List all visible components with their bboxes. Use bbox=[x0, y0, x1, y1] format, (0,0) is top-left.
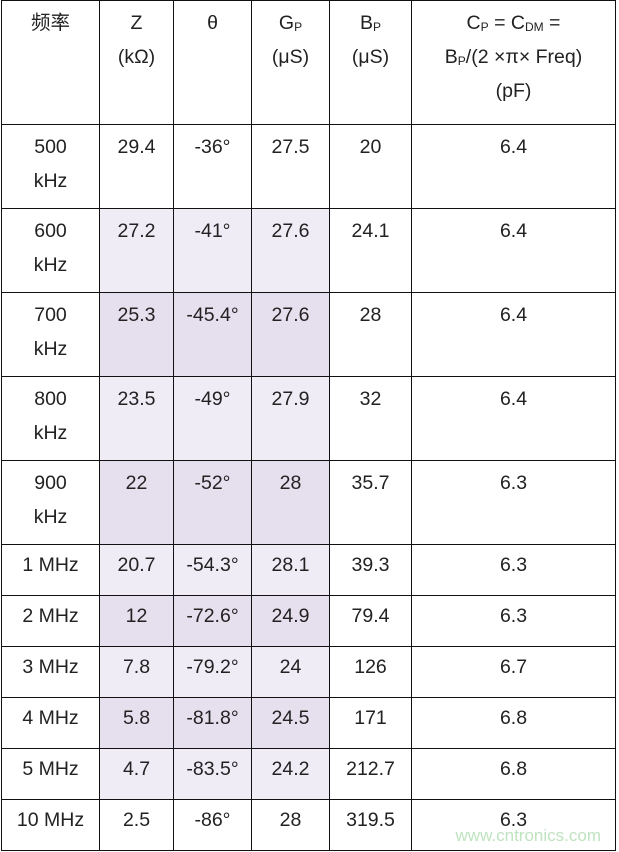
header-gp: GP (μS) bbox=[251, 0, 330, 125]
cell-cp: 6.4 bbox=[411, 208, 616, 293]
cell-z: 5.8 bbox=[99, 697, 174, 749]
cell-bp: 20 bbox=[329, 124, 412, 209]
cell-freq: 4 MHz bbox=[1, 697, 100, 749]
cell-gp: 27.6 bbox=[251, 292, 330, 377]
cell-gp: 24.9 bbox=[251, 595, 330, 647]
cell-theta: -81.8° bbox=[173, 697, 252, 749]
header-bp: BP (μS) bbox=[329, 0, 412, 125]
cell-z: 4.7 bbox=[99, 748, 174, 800]
cell-theta: -54.3° bbox=[173, 544, 252, 596]
cell-freq: 2 MHz bbox=[1, 595, 100, 647]
header-freq: 频率 bbox=[1, 0, 100, 125]
header-cp: CP = CDM = BP/(2 ×π× Freq) (pF) bbox=[411, 0, 616, 125]
cell-gp: 27.6 bbox=[251, 208, 330, 293]
cell-gp: 28 bbox=[251, 460, 330, 545]
cell-cp: 6.8 bbox=[411, 697, 616, 749]
cell-bp: 319.5 bbox=[329, 799, 412, 851]
table-row: 4 MHz 5.8 -81.8° 24.5 171 6.8 bbox=[1, 697, 616, 749]
cell-gp: 24.2 bbox=[251, 748, 330, 800]
cell-freq: 800 kHz bbox=[1, 376, 100, 461]
cell-cp: 6.4 bbox=[411, 292, 616, 377]
cell-theta: -83.5° bbox=[173, 748, 252, 800]
cell-cp: 6.8 bbox=[411, 748, 616, 800]
cell-freq: 1 MHz bbox=[1, 544, 100, 596]
cell-theta: -86° bbox=[173, 799, 252, 851]
cell-bp: 126 bbox=[329, 646, 412, 698]
cell-freq: 700 kHz bbox=[1, 292, 100, 377]
table-row: 600 kHz 27.2 -41° 27.6 24.1 6.4 bbox=[1, 208, 616, 293]
cell-gp: 27.9 bbox=[251, 376, 330, 461]
cell-cp: 6.7 bbox=[411, 646, 616, 698]
cell-freq: 3 MHz bbox=[1, 646, 100, 698]
cell-bp: 28 bbox=[329, 292, 412, 377]
cell-freq: 900 kHz bbox=[1, 460, 100, 545]
table-row: 3 MHz 7.8 -79.2° 24 126 6.7 bbox=[1, 646, 616, 698]
cell-bp: 212.7 bbox=[329, 748, 412, 800]
cell-cp: 6.3 bbox=[411, 460, 616, 545]
cell-gp: 28.1 bbox=[251, 544, 330, 596]
table-row: 5 MHz 4.7 -83.5° 24.2 212.7 6.8 bbox=[1, 748, 616, 800]
cell-bp: 39.3 bbox=[329, 544, 412, 596]
cell-z: 27.2 bbox=[99, 208, 174, 293]
table-row: 2 MHz 12 -72.6° 24.9 79.4 6.3 bbox=[1, 595, 616, 647]
cell-freq: 10 MHz bbox=[1, 799, 100, 851]
cell-freq: 5 MHz bbox=[1, 748, 100, 800]
cell-theta: -72.6° bbox=[173, 595, 252, 647]
cell-gp: 27.5 bbox=[251, 124, 330, 209]
cell-cp: 6.3 bbox=[411, 595, 616, 647]
cell-theta: -41° bbox=[173, 208, 252, 293]
cell-z: 20.7 bbox=[99, 544, 174, 596]
cell-z: 22 bbox=[99, 460, 174, 545]
cell-z: 12 bbox=[99, 595, 174, 647]
cell-gp: 24.5 bbox=[251, 697, 330, 749]
table-row: 500 kHz 29.4 -36° 27.5 20 6.4 bbox=[1, 124, 616, 209]
cell-z: 23.5 bbox=[99, 376, 174, 461]
cell-cp: 6.3 bbox=[411, 799, 616, 851]
header-theta: θ bbox=[173, 0, 252, 125]
header-z: Z (kΩ) bbox=[99, 0, 174, 125]
cell-cp: 6.4 bbox=[411, 124, 616, 209]
header-row: 频率 Z (kΩ) θ GP (μS) BP (μS) CP = CDM = BP/(2… bbox=[1, 0, 616, 125]
cell-z: 2.5 bbox=[99, 799, 174, 851]
cell-z: 7.8 bbox=[99, 646, 174, 698]
cell-theta: -36° bbox=[173, 124, 252, 209]
cell-theta: -45.4° bbox=[173, 292, 252, 377]
table-row: 700 kHz 25.3 -45.4° 27.6 28 6.4 bbox=[1, 292, 616, 377]
cell-bp: 24.1 bbox=[329, 208, 412, 293]
cell-theta: -52° bbox=[173, 460, 252, 545]
table-row: 800 kHz 23.5 -49° 27.9 32 6.4 bbox=[1, 376, 616, 461]
watermark: www.cntronics.com bbox=[455, 826, 601, 845]
cell-freq: 600 kHz bbox=[1, 208, 100, 293]
cell-cp: 6.3 bbox=[411, 544, 616, 596]
cell-bp: 171 bbox=[329, 697, 412, 749]
table-row: 1 MHz 20.7 -54.3° 28.1 39.3 6.3 bbox=[1, 544, 616, 596]
cell-cp: 6.4 bbox=[411, 376, 616, 461]
cell-gp: 24 bbox=[251, 646, 330, 698]
cell-bp: 79.4 bbox=[329, 595, 412, 647]
table-row: 10 MHz 2.5 -86° 28 319.5 6.3 bbox=[1, 799, 616, 851]
cell-theta: -49° bbox=[173, 376, 252, 461]
table-row: 900 kHz 22 -52° 28 35.7 6.3 bbox=[1, 460, 616, 545]
cell-freq: 500 kHz bbox=[1, 124, 100, 209]
cell-bp: 35.7 bbox=[329, 460, 412, 545]
cell-theta: -79.2° bbox=[173, 646, 252, 698]
cell-z: 29.4 bbox=[99, 124, 174, 209]
cell-gp: 28 bbox=[251, 799, 330, 851]
cell-z: 25.3 bbox=[99, 292, 174, 377]
cell-bp: 32 bbox=[329, 376, 412, 461]
